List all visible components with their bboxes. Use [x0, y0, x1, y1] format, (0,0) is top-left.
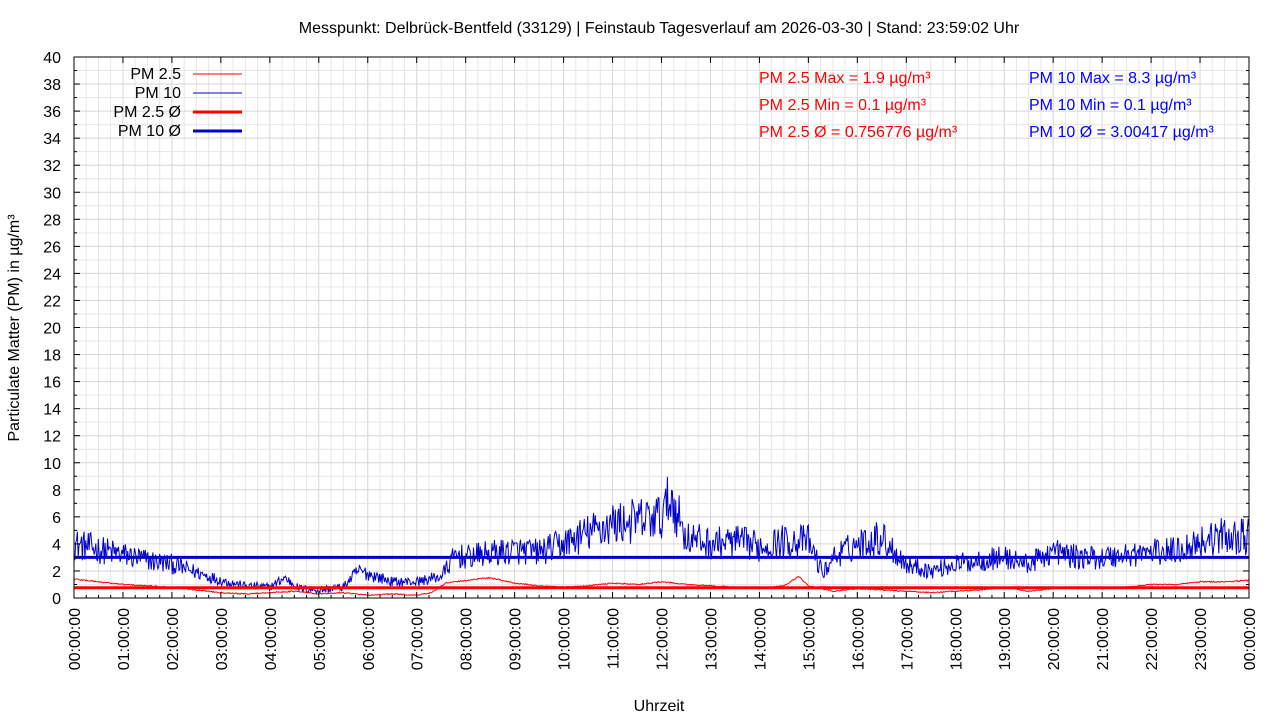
y-tick-label: 18 [43, 348, 61, 365]
y-tick-label: 30 [43, 185, 61, 202]
chart-title: Messpunkt: Delbrück-Bentfeld (33129) | F… [299, 20, 1020, 37]
pm10-min-label: PM 10 Min = 0.1 µg/m³ [1029, 97, 1192, 114]
y-tick-label: 24 [43, 266, 61, 283]
x-tick-label: 01:00:00 [116, 608, 133, 670]
x-axis-label: Uhrzeit [634, 698, 685, 715]
x-tick-label: 08:00:00 [459, 608, 476, 670]
pm25-min-label: PM 2.5 Min = 0.1 µg/m³ [759, 97, 927, 114]
x-tick-label: 23:00:00 [1193, 608, 1210, 670]
series-line-pm10 [73, 476, 1250, 596]
y-tick-label: 4 [52, 537, 61, 554]
legend-label-pm10: PM 10 [135, 85, 181, 102]
y-tick-label: 38 [43, 77, 61, 94]
y-tick-label: 0 [52, 591, 61, 608]
x-tick-label: 20:00:00 [1046, 608, 1063, 670]
stats-annotations: PM 2.5 Max = 1.9 µg/m³ PM 2.5 Min = 0.1 … [759, 70, 1215, 141]
legend: PM 2.5 PM 10 PM 2.5 Ø PM 10 Ø [113, 66, 242, 140]
x-tick-label: 12:00:00 [655, 608, 672, 670]
x-tick-label: 18:00:00 [948, 608, 965, 670]
legend-label-pm25-avg: PM 2.5 Ø [113, 104, 181, 121]
x-tick-label: 21:00:00 [1095, 608, 1112, 670]
legend-label-pm25: PM 2.5 [130, 66, 181, 83]
x-tick-label: 10:00:00 [557, 608, 574, 670]
x-tick-label: 13:00:00 [703, 608, 720, 670]
pm25-avg-label: PM 2.5 Ø = 0.756776 µg/m³ [759, 124, 958, 141]
legend-label-pm10-avg: PM 10 Ø [118, 123, 181, 140]
y-tick-label: 40 [43, 50, 61, 67]
y-tick-label: 32 [43, 158, 61, 175]
x-tick-label: 00:00:00 [1242, 608, 1259, 670]
y-tick-label: 14 [43, 402, 61, 419]
y-tick-label: 16 [43, 375, 61, 392]
y-tick-label: 20 [43, 321, 61, 338]
y-tick-label: 28 [43, 212, 61, 229]
x-tick-label: 03:00:00 [214, 608, 231, 670]
x-tick-label: 04:00:00 [263, 608, 280, 670]
y-axis-label: Particulate Matter (PM) in µg/m³ [6, 214, 23, 442]
x-tick-label: 06:00:00 [361, 608, 378, 670]
pm25-max-label: PM 2.5 Max = 1.9 µg/m³ [759, 70, 931, 87]
x-tick-label: 15:00:00 [801, 608, 818, 670]
y-tick-label: 12 [43, 429, 61, 446]
pm10-max-label: PM 10 Max = 8.3 µg/m³ [1029, 70, 1197, 87]
x-tick-label: 19:00:00 [997, 608, 1014, 670]
x-tick-label: 14:00:00 [752, 608, 769, 670]
pm10-avg-label: PM 10 Ø = 3.00417 µg/m³ [1029, 124, 1215, 141]
y-tick-label: 26 [43, 239, 61, 256]
x-tick-label: 11:00:00 [606, 608, 623, 669]
y-tick-label: 10 [43, 456, 61, 473]
x-tick-label: 09:00:00 [508, 608, 525, 670]
x-tick-label: 07:00:00 [410, 608, 427, 670]
y-tick-label: 8 [52, 483, 61, 500]
x-tick-label: 02:00:00 [165, 608, 182, 670]
y-tick-label: 36 [43, 104, 61, 121]
x-tick-label: 05:00:00 [312, 608, 329, 670]
y-tick-label: 6 [52, 510, 61, 527]
x-tick-label: 17:00:00 [899, 608, 916, 670]
x-tick-label: 00:00:00 [67, 608, 84, 670]
axes: 024681012141618202224262830323436384000:… [43, 50, 1259, 670]
y-tick-label: 2 [52, 564, 61, 581]
y-tick-label: 22 [43, 293, 61, 310]
x-tick-label: 16:00:00 [850, 608, 867, 670]
x-tick-label: 22:00:00 [1144, 608, 1161, 670]
y-tick-label: 34 [43, 131, 61, 148]
